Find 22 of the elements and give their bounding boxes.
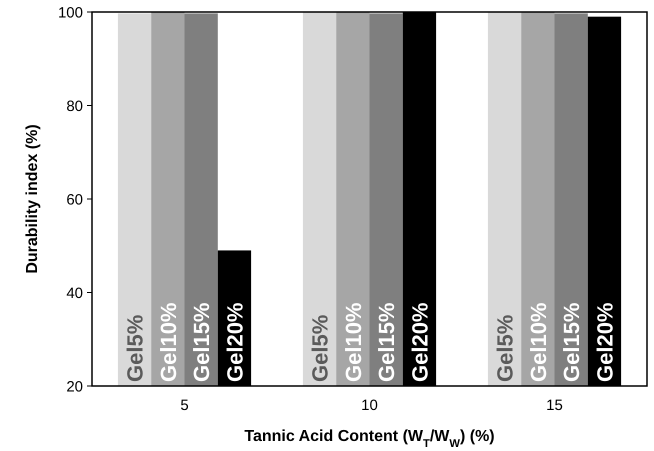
x-tick-label: 10 [361, 397, 378, 414]
text: Gel10% [156, 302, 181, 382]
text: Gel20% [407, 302, 432, 382]
series-label: Gel10% [340, 302, 366, 382]
text: Gel5% [492, 314, 518, 382]
text: Gel5% [308, 314, 333, 382]
text: Gel10% [526, 302, 551, 382]
x-tick-label: 15 [546, 397, 563, 414]
y-tick-label: 100 [58, 4, 83, 22]
y-axis-title: Durability index (%) [24, 124, 41, 274]
series-label: Gel15% [559, 302, 584, 382]
series-label: Gel5% [122, 314, 148, 382]
series-label: Gel20% [592, 302, 618, 382]
y-tick-label: 20 [66, 378, 83, 396]
x-axis-title: Tannic Acid Content (W$_{T}$/W$_{W}$) (%) [244, 428, 495, 450]
text: Gel20% [222, 302, 248, 382]
y-tick-label: 60 [66, 191, 83, 208]
y-tick-label: 40 [66, 284, 83, 302]
text: Gel15% [189, 302, 214, 382]
text: Gel15% [374, 302, 400, 382]
x-tick-label: 5 [180, 397, 189, 414]
y-tick-label: 80 [66, 98, 83, 115]
